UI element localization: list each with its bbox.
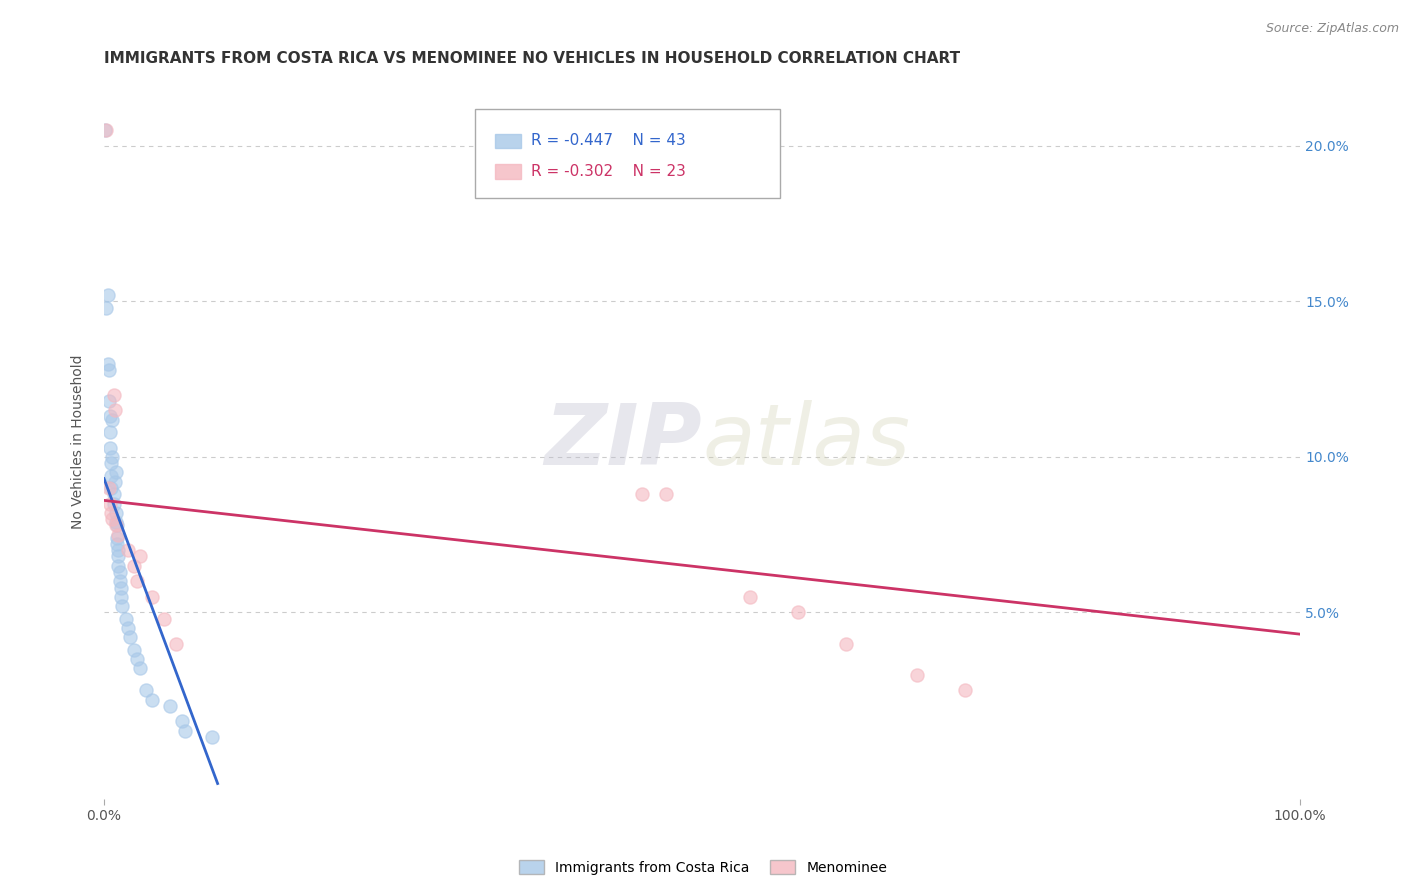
Text: R = -0.447    N = 43: R = -0.447 N = 43	[531, 134, 686, 148]
Point	[105, 518, 128, 533]
Point	[128, 549, 150, 564]
Point	[97, 357, 120, 371]
Point	[103, 387, 125, 401]
Point	[104, 475, 127, 489]
Text: atlas: atlas	[702, 400, 910, 483]
Point	[101, 512, 124, 526]
Text: R = -0.302    N = 23: R = -0.302 N = 23	[531, 164, 686, 179]
Point	[100, 481, 122, 495]
Point	[107, 558, 129, 573]
Point	[122, 642, 145, 657]
Point	[738, 590, 761, 604]
Point	[97, 393, 120, 408]
Point	[104, 506, 127, 520]
Point	[159, 698, 181, 713]
Text: IMMIGRANTS FROM COSTA RICA VS MENOMINEE NO VEHICLES IN HOUSEHOLD CORRELATION CHA: IMMIGRANTS FROM COSTA RICA VS MENOMINEE …	[104, 51, 960, 66]
Point	[98, 441, 121, 455]
Point	[174, 723, 197, 738]
Point	[100, 468, 122, 483]
Point	[117, 543, 139, 558]
Point	[94, 123, 117, 137]
Point	[141, 692, 163, 706]
Point	[100, 456, 122, 470]
Point	[96, 301, 118, 315]
Point	[141, 590, 163, 604]
Y-axis label: No Vehicles in Household: No Vehicles in Household	[72, 354, 86, 529]
Point	[128, 661, 150, 675]
Point	[98, 409, 121, 424]
Point	[107, 549, 129, 564]
Point	[104, 403, 127, 417]
Point	[105, 531, 128, 545]
Legend: Immigrants from Costa Rica, Menominee: Immigrants from Costa Rica, Menominee	[513, 855, 893, 880]
Point	[631, 487, 654, 501]
Point	[100, 506, 122, 520]
Text: ZIP: ZIP	[544, 400, 702, 483]
Point	[655, 487, 678, 501]
Point	[108, 565, 131, 579]
Point	[101, 450, 124, 464]
Point	[101, 412, 124, 426]
Point	[98, 496, 121, 510]
Point	[127, 652, 149, 666]
Point	[152, 612, 174, 626]
Point	[104, 466, 127, 480]
Text: Source: ZipAtlas.com: Source: ZipAtlas.com	[1265, 22, 1399, 36]
Point	[103, 496, 125, 510]
Point	[98, 425, 121, 439]
Point	[786, 606, 808, 620]
Point	[104, 515, 127, 529]
FancyBboxPatch shape	[495, 164, 522, 178]
Point	[105, 537, 128, 551]
Point	[165, 636, 187, 650]
Point	[201, 730, 224, 744]
Point	[104, 518, 127, 533]
Point	[97, 362, 120, 376]
Point	[122, 558, 145, 573]
Point	[107, 543, 129, 558]
Point	[96, 123, 118, 137]
Point	[108, 574, 131, 589]
Point	[103, 487, 125, 501]
Point	[114, 612, 136, 626]
Point	[170, 714, 193, 729]
Point	[107, 527, 129, 541]
Point	[110, 581, 132, 595]
Point	[127, 574, 149, 589]
Point	[135, 683, 157, 698]
Point	[97, 288, 120, 302]
FancyBboxPatch shape	[475, 109, 780, 198]
Point	[834, 636, 856, 650]
Point	[117, 621, 139, 635]
Point	[110, 590, 132, 604]
FancyBboxPatch shape	[495, 134, 522, 148]
Point	[111, 599, 134, 614]
Point	[953, 683, 976, 698]
Point	[97, 481, 120, 495]
Point	[120, 630, 142, 644]
Point	[905, 667, 928, 681]
